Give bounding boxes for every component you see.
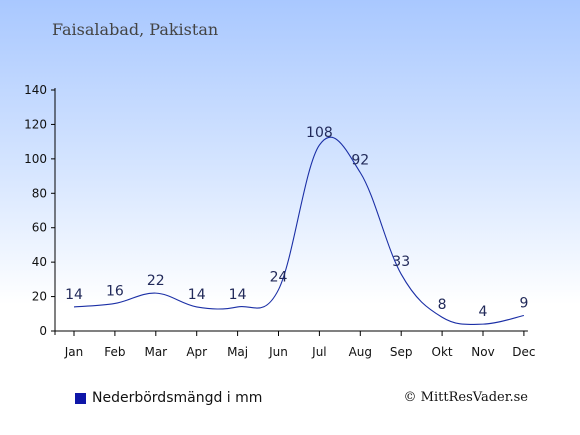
y-tick-label: 120 <box>24 117 47 131</box>
data-point <box>359 171 362 174</box>
x-tick-label: Nov <box>471 345 494 359</box>
x-tick-label: Jun <box>268 345 288 359</box>
y-tick-label: 20 <box>32 290 47 304</box>
data-point <box>236 305 239 308</box>
x-tick-label: Feb <box>104 345 125 359</box>
y-tick-label: 80 <box>32 186 47 200</box>
data-label: 22 <box>147 273 165 289</box>
data-point <box>441 316 444 319</box>
data-label: 24 <box>270 270 288 286</box>
data-point <box>113 302 116 305</box>
x-tick-label: Maj <box>227 345 248 359</box>
x-tick-label: Mar <box>144 345 167 359</box>
data-point <box>522 314 525 317</box>
data-label: 8 <box>438 297 447 313</box>
data-point <box>400 273 403 276</box>
y-tick-label: 140 <box>24 83 47 97</box>
series-line <box>73 136 525 325</box>
y-tick-label: 0 <box>39 324 47 338</box>
x-tick-label: Okt <box>432 345 453 359</box>
data-point <box>154 292 157 295</box>
legend: Nederbördsmängd i mm <box>75 390 262 406</box>
data-label: 33 <box>392 254 410 270</box>
chart-series <box>73 136 525 326</box>
data-label: 14 <box>65 287 83 303</box>
data-point <box>277 288 280 291</box>
y-tick-label: 100 <box>24 152 47 166</box>
data-label: 108 <box>306 125 333 141</box>
legend-label: Nederbördsmängd i mm <box>92 390 263 406</box>
data-label: 4 <box>479 304 488 320</box>
page-title: Faisalabad, Pakistan <box>52 20 219 39</box>
data-point <box>73 305 76 308</box>
data-point <box>482 323 485 326</box>
chart-data-labels: 14 16 22 14 14 24 108 92 33 8 4 9 <box>65 125 528 320</box>
x-tick-label: Dec <box>512 345 535 359</box>
data-label: 9 <box>519 296 528 312</box>
data-point <box>318 144 321 147</box>
data-label: 92 <box>351 153 369 169</box>
x-tick-label: Aug <box>349 345 372 359</box>
x-tick-label: Sep <box>390 345 413 359</box>
chart-axes: 0 20 40 60 80 100 120 140 Jan Feb Mar Apr Maj Jun Jul A… <box>24 83 535 359</box>
data-label: 14 <box>229 287 247 303</box>
legend-swatch <box>75 392 86 404</box>
data-label: 14 <box>188 287 206 303</box>
x-tick-label: Jul <box>311 345 326 359</box>
y-tick-label: 40 <box>32 255 47 269</box>
x-tick-label: Jan <box>64 345 84 359</box>
credit-text: © MittResVader.se <box>403 390 528 405</box>
data-label: 16 <box>106 283 124 299</box>
y-tick-label: 60 <box>32 221 47 235</box>
data-point <box>195 305 198 308</box>
x-tick-label: Apr <box>186 345 207 359</box>
